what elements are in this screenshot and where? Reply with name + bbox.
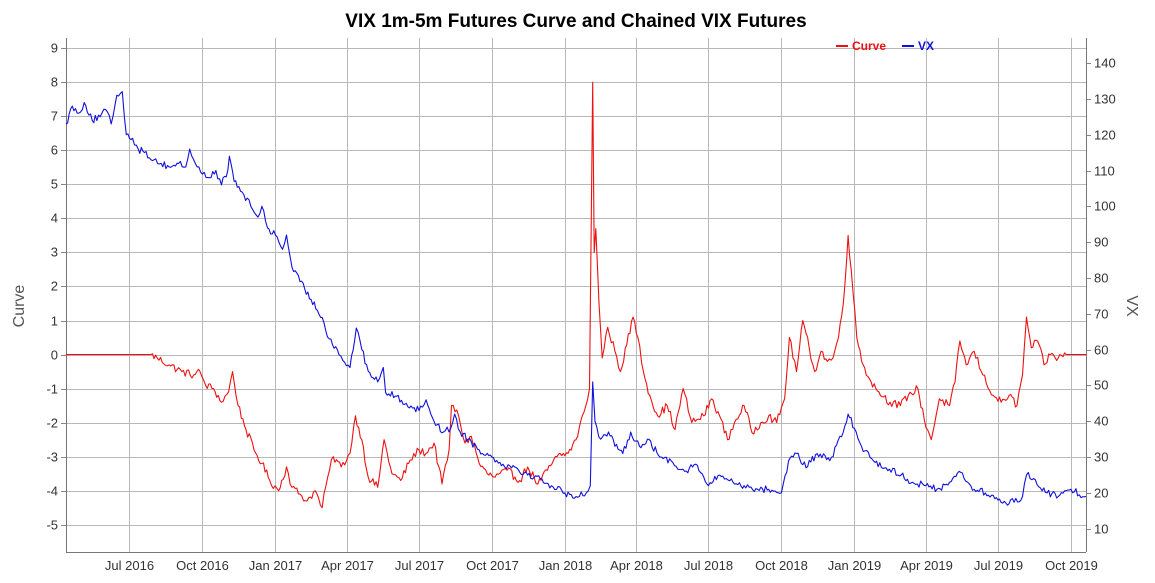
y-left-axis-title: Curve: [11, 285, 28, 328]
series-lines: [65, 81, 1087, 509]
legend-label-vx: VX: [918, 39, 934, 53]
x-tick-label: Apr 2019: [900, 558, 953, 573]
x-tick-label: Jan 2018: [539, 558, 593, 573]
series-line-curve: [66, 81, 1086, 509]
y-right-tick-label: 50: [1094, 378, 1108, 393]
y-left-tick-label: -3: [46, 450, 58, 465]
y-left-tick-label: 9: [51, 41, 58, 56]
legend-label-curve: Curve: [852, 39, 886, 53]
y-right-tick-label: 30: [1094, 450, 1108, 465]
y-right-tick-label: 130: [1094, 92, 1116, 107]
y-left-tick-label: 5: [51, 177, 58, 192]
x-tick-label: Oct 2019: [1045, 558, 1098, 573]
y-left-tick-label: 7: [51, 109, 58, 124]
y-left-tick-label: 8: [51, 75, 58, 90]
y-left-tick-label: -4: [46, 484, 58, 499]
x-tick-label: Jul 2018: [684, 558, 733, 573]
y-right-tick-label: 70: [1094, 307, 1108, 322]
y-left-tick-label: -1: [46, 382, 58, 397]
y-right-axis-title: VX: [1123, 295, 1140, 317]
y-right-tick-label: 10: [1094, 522, 1108, 537]
y-left-tick-label: 3: [51, 245, 58, 260]
x-tick-label: Apr 2017: [321, 558, 374, 573]
y-left-tick-label: 6: [51, 143, 58, 158]
y-right-tick-label: 140: [1094, 56, 1116, 71]
x-tick-label: Jul 2017: [395, 558, 444, 573]
chart-title: VIX 1m-5m Futures Curve and Chained VIX …: [345, 11, 806, 32]
x-tick-label: Jul 2016: [105, 558, 154, 573]
series-line-vx: [65, 91, 1087, 506]
y-right-tick-label: 90: [1094, 235, 1108, 250]
y-right-tick-label: 100: [1094, 199, 1116, 214]
y-left-tick-label: 0: [51, 348, 58, 363]
y-right-tick-label: 40: [1094, 414, 1108, 429]
y-left-tick-label: 2: [51, 279, 58, 294]
y-right-tick-label: 80: [1094, 271, 1108, 286]
y-left-tick-label: 1: [51, 314, 58, 329]
y-left-tick-label: -2: [46, 416, 58, 431]
y-left-tick-label: 4: [51, 211, 58, 226]
x-tick-label: Apr 2018: [610, 558, 663, 573]
x-tick-label: Oct 2017: [466, 558, 519, 573]
legend: Curve VX: [836, 39, 934, 53]
x-tick-label: Jan 2017: [249, 558, 303, 573]
gridlines: [66, 38, 1086, 552]
x-tick-label: Jul 2019: [974, 558, 1023, 573]
y-right-tick-label: 120: [1094, 128, 1116, 143]
y-right-tick-label: 20: [1094, 486, 1108, 501]
y-right-tick-label: 60: [1094, 343, 1108, 358]
axes: Jul 2016 Oct 2016 Jan 2017 Apr 2017 Jul 2017…: [46, 38, 1116, 573]
x-tick-label: Jan 2019: [828, 558, 882, 573]
y-right-tick-label: 110: [1094, 164, 1115, 179]
x-tick-label: Oct 2016: [176, 558, 229, 573]
x-tick-label: Oct 2018: [755, 558, 808, 573]
y-left-tick-label: -5: [46, 518, 58, 533]
